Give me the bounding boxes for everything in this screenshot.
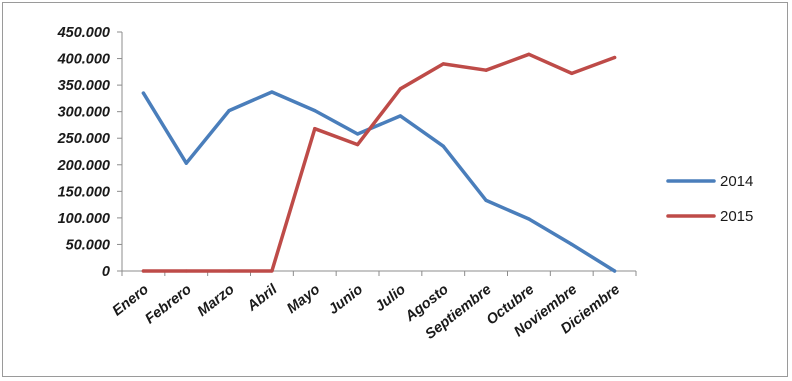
data-point-2014 — [227, 109, 231, 113]
x-tick-label: Mayo — [284, 281, 323, 317]
y-tick-label: 300.000 — [58, 105, 110, 121]
data-point-2015 — [355, 142, 360, 147]
data-point-2014 — [484, 198, 488, 202]
x-tick-label: Junio — [326, 281, 366, 318]
data-point-2014 — [612, 269, 617, 273]
data-point-2014 — [355, 132, 360, 136]
series-line-2015 — [141, 52, 617, 273]
data-point-2014 — [570, 242, 574, 247]
y-tick-label: 250.000 — [57, 131, 110, 147]
series-line-2014 — [141, 90, 617, 273]
data-point-2015 — [184, 269, 188, 273]
data-point-2015 — [441, 62, 445, 66]
data-point-2014 — [270, 90, 274, 94]
data-point-2014 — [141, 91, 146, 95]
x-tick-label: Julio — [372, 281, 409, 315]
y-tick-label: 100.000 — [58, 211, 110, 227]
legend: 2014 2015 — [666, 173, 753, 225]
data-point-2015 — [570, 71, 574, 76]
y-tick-label: 350.000 — [58, 78, 110, 94]
y-tick-label: 400.000 — [57, 52, 110, 68]
data-point-2015 — [398, 87, 403, 91]
chart-frame — [2, 2, 788, 377]
x-tick-label: Abril — [244, 281, 281, 315]
data-point-2015 — [227, 269, 231, 273]
y-axis: 0 50.000 100.000 150.000 200.000 250.000 300.0… — [57, 25, 123, 280]
x-tick-label: Marzo — [195, 281, 238, 319]
data-point-2015 — [270, 269, 274, 273]
data-point-2014 — [313, 109, 317, 113]
data-point-2015 — [612, 55, 617, 60]
x-tick-label: Febrero — [142, 281, 195, 327]
data-point-2015 — [313, 127, 317, 131]
y-tick-label: 200.000 — [57, 158, 110, 174]
data-point-2014 — [398, 114, 403, 118]
data-point-2014 — [184, 161, 188, 165]
data-point-2014 — [441, 144, 445, 148]
legend-label-2014: 2014 — [720, 173, 753, 190]
y-tick-label: 0 — [102, 264, 110, 280]
data-point-2015 — [484, 68, 488, 72]
y-tick-label: 150.000 — [58, 184, 110, 200]
data-point-2014 — [527, 217, 531, 221]
data-point-2015 — [141, 269, 146, 273]
y-tick-label: 450.000 — [57, 25, 110, 41]
data-point-2015 — [527, 52, 531, 56]
series-lines — [141, 52, 617, 273]
y-tick-label: 50.000 — [66, 237, 110, 253]
legend-label-2015: 2015 — [720, 208, 753, 225]
